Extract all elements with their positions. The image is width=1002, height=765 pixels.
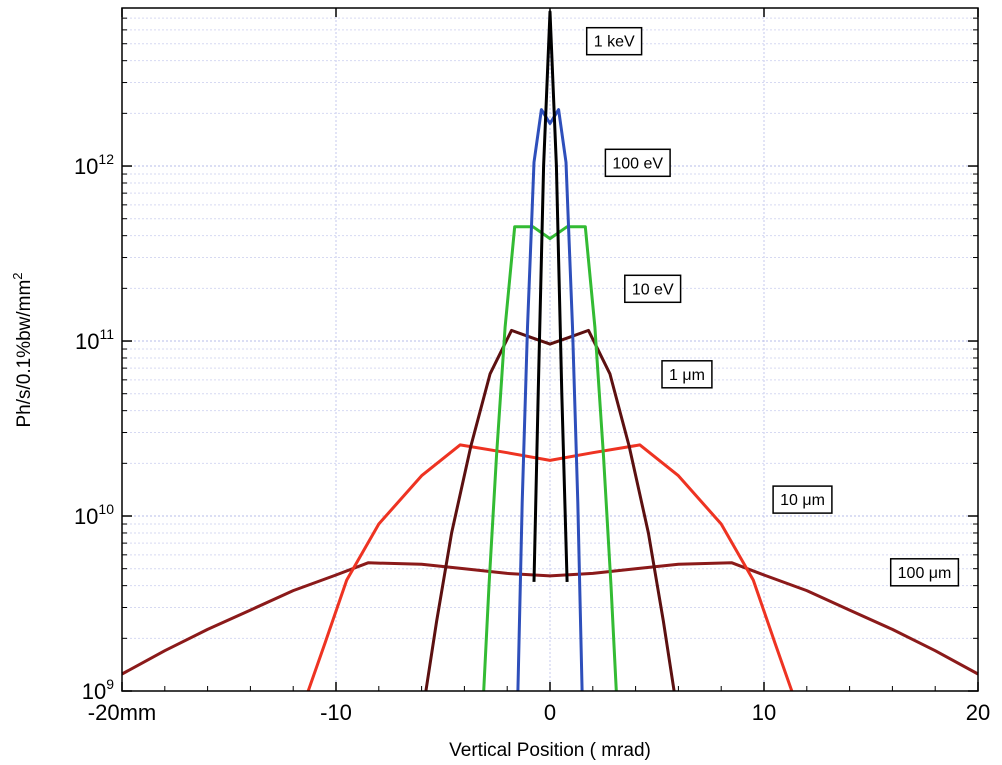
x-tick-label: -10 bbox=[320, 700, 352, 725]
x-tick-label: 20 bbox=[966, 700, 990, 725]
annotation-label: 1 μm bbox=[661, 360, 713, 389]
annotations: 1 keV 100 eV 10 eV 1 μm 10 μm 100 μm bbox=[585, 26, 960, 587]
annotation-text: 100 μm bbox=[898, 565, 952, 582]
x-axis-title: Vertical Position ( mrad) bbox=[449, 740, 651, 761]
series-line-4 bbox=[516, 108, 584, 692]
series-line-1 bbox=[306, 443, 794, 692]
ticks: -20mm -10 0 10 20 109 1010 1011 1012 bbox=[74, 7, 990, 725]
annotation-text: 1 keV bbox=[594, 34, 635, 51]
annotation-label: 1 keV bbox=[585, 26, 643, 56]
series-line-2 bbox=[424, 328, 676, 692]
x-tick-label: 0 bbox=[544, 700, 556, 725]
y-axis-title-main: Ph/s/0.1%bw/mm bbox=[14, 280, 35, 428]
annotation-box bbox=[661, 360, 713, 389]
annotation-label: 100 eV bbox=[604, 148, 671, 178]
annotation-box bbox=[604, 148, 671, 178]
x-tick-label: -20mm bbox=[88, 700, 156, 725]
annotation-text: 10 μm bbox=[780, 492, 825, 509]
y-axis-title-superscript: 2 bbox=[10, 272, 25, 279]
y-tick-label: 1012 bbox=[74, 151, 114, 179]
annotation-label: 10 μm bbox=[772, 485, 833, 514]
annotation-box bbox=[772, 485, 833, 514]
series-line-3 bbox=[482, 225, 618, 692]
series-layer bbox=[121, 10, 979, 692]
annotation-text: 10 eV bbox=[632, 281, 674, 298]
annotation-text: 100 eV bbox=[612, 155, 663, 172]
annotation-text: 1 μm bbox=[669, 367, 705, 384]
annotation-box bbox=[585, 26, 643, 56]
y-tick-label: 109 bbox=[82, 676, 114, 704]
annotation-label: 10 eV bbox=[624, 274, 682, 304]
y-tick-label: 1010 bbox=[74, 501, 114, 529]
y-axis-title: Ph/s/0.1%bw/mm2 bbox=[10, 272, 35, 427]
annotation-label: 100 μm bbox=[889, 558, 960, 587]
annotation-box bbox=[889, 558, 960, 587]
series-line-0 bbox=[121, 561, 979, 676]
x-tick-label: 10 bbox=[752, 700, 776, 725]
annotation-box bbox=[624, 274, 682, 304]
y-tick-label: 1011 bbox=[75, 326, 114, 354]
